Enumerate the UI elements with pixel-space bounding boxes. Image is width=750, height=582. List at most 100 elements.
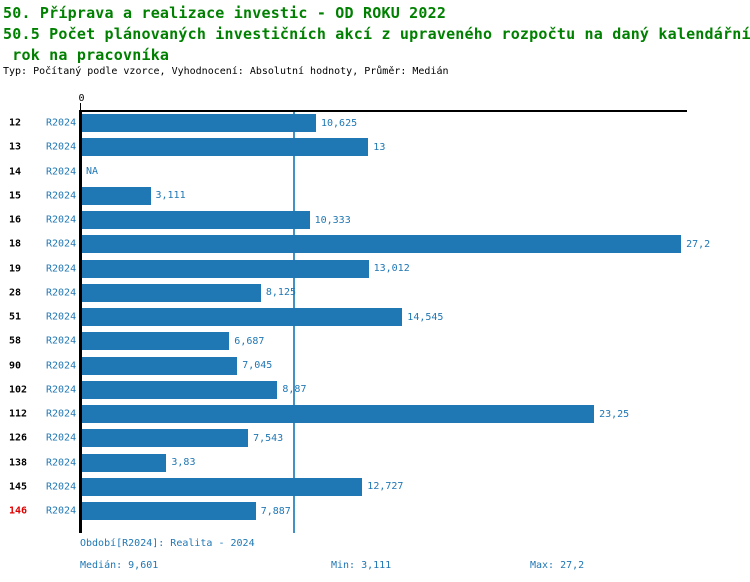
chart-row: 16 R2024 10,333 — [0, 208, 750, 232]
bar-wrap: 7,045 — [82, 354, 750, 378]
row-series-label: R2024 — [46, 432, 77, 444]
bar-value-label: 12,727 — [367, 481, 404, 493]
bar-wrap: 7,887 — [82, 499, 750, 523]
bar-wrap: 23,25 — [82, 402, 750, 426]
footer-period: Období[R2024]: Realita - 2024 — [80, 538, 255, 549]
row-series-label: R2024 — [46, 117, 77, 129]
bar-wrap: NA — [82, 160, 750, 184]
row-category-label: 15 — [9, 190, 22, 202]
chart-row: 18 R2024 27,2 — [0, 232, 750, 256]
value-bar — [82, 405, 595, 424]
bar-wrap: 3,83 — [82, 451, 750, 475]
row-series-label: R2024 — [46, 287, 77, 299]
value-bar — [82, 380, 278, 399]
value-bar — [82, 308, 403, 327]
row-category-label: 16 — [9, 214, 22, 226]
chart-row: 28 R2024 8,125 — [0, 281, 750, 305]
footer-min: Min: 3,111 — [331, 560, 392, 571]
row-series-label: R2024 — [46, 457, 77, 469]
chart-row: 138 R2024 3,83 — [0, 451, 750, 475]
row-series-label: R2024 — [46, 190, 77, 202]
chart-row: 51 R2024 14,545 — [0, 305, 750, 329]
row-series-label: R2024 — [46, 166, 77, 178]
value-bar — [82, 453, 167, 472]
bar-wrap: 6,687 — [82, 329, 750, 353]
row-series-label: R2024 — [46, 384, 77, 396]
row-series-label: R2024 — [46, 481, 77, 493]
value-bar — [82, 114, 316, 133]
value-bar — [82, 283, 261, 302]
chart-rows: 12 R2024 10,625 13 R2024 13 14 R2024 NA 15 R2024 3,… — [0, 111, 750, 523]
bar-value-label: 13,012 — [373, 263, 410, 275]
row-category-label: 90 — [9, 360, 22, 372]
y-axis-line — [79, 112, 82, 533]
value-bar — [82, 211, 310, 230]
x-axis-line — [79, 110, 687, 112]
value-bar — [82, 186, 151, 205]
chart-row: 146 R2024 7,887 — [0, 499, 750, 523]
na-value-label: NA — [86, 166, 99, 178]
row-category-label: 14 — [9, 166, 22, 178]
chart-subtitle: Typ: Počítaný podle vzorce, Vyhodnocení:… — [3, 66, 449, 77]
row-series-label: R2024 — [46, 263, 77, 275]
row-category-label: 138 — [9, 457, 28, 469]
footer-median: Medián: 9,601 — [80, 560, 159, 571]
bar-value-label: 7,543 — [253, 432, 284, 444]
row-series-label: R2024 — [46, 505, 77, 517]
chart-row: 13 R2024 13 — [0, 135, 750, 159]
value-bar — [82, 477, 363, 496]
bar-value-label: 7,045 — [242, 360, 273, 372]
value-bar — [82, 429, 249, 448]
row-category-label: 112 — [9, 408, 28, 420]
bar-wrap: 10,625 — [82, 111, 750, 135]
bar-value-label: 23,25 — [599, 408, 630, 420]
row-series-label: R2024 — [46, 141, 77, 153]
value-bar — [82, 138, 369, 157]
row-category-label: 146 — [9, 505, 28, 517]
row-category-label: 18 — [9, 238, 22, 250]
bar-value-label: 3,83 — [171, 457, 196, 469]
x-axis-zero-tick-label: 0 — [78, 93, 85, 104]
row-category-label: 51 — [9, 311, 22, 323]
bar-value-label: 27,2 — [686, 238, 711, 250]
row-series-label: R2024 — [46, 214, 77, 226]
bar-value-label: 10,333 — [314, 214, 351, 226]
value-bar — [82, 356, 238, 375]
bar-value-label: 13 — [373, 141, 386, 153]
footer-max: Max: 27,2 — [530, 560, 585, 571]
row-category-label: 13 — [9, 141, 22, 153]
row-category-label: 145 — [9, 481, 28, 493]
bar-wrap: 27,2 — [82, 232, 750, 256]
row-category-label: 12 — [9, 117, 22, 129]
chart-row: 58 R2024 6,687 — [0, 329, 750, 353]
bar-value-label: 7,887 — [260, 505, 291, 517]
row-series-label: R2024 — [46, 408, 77, 420]
page-title-line2: 50.5 Počet plánovaných investičních akcí… — [3, 25, 750, 43]
bar-wrap: 14,545 — [82, 305, 750, 329]
bar-value-label: 14,545 — [407, 311, 444, 323]
row-category-label: 126 — [9, 432, 28, 444]
row-category-label: 19 — [9, 263, 22, 275]
bar-wrap: 13 — [82, 135, 750, 159]
bar-value-label: 10,625 — [321, 117, 358, 129]
chart-row: 102 R2024 8,87 — [0, 378, 750, 402]
bar-wrap: 8,125 — [82, 281, 750, 305]
bar-wrap: 3,111 — [82, 184, 750, 208]
bar-wrap: 7,543 — [82, 426, 750, 450]
row-series-label: R2024 — [46, 311, 77, 323]
bar-value-label: 6,687 — [234, 335, 265, 347]
row-category-label: 102 — [9, 384, 28, 396]
chart-row: 145 R2024 12,727 — [0, 475, 750, 499]
chart-row: 112 R2024 23,25 — [0, 402, 750, 426]
chart-row: 14 R2024 NA — [0, 160, 750, 184]
row-category-label: 28 — [9, 287, 22, 299]
chart-row: 12 R2024 10,625 — [0, 111, 750, 135]
value-bar — [82, 332, 230, 351]
value-bar — [82, 502, 256, 521]
bar-wrap: 10,333 — [82, 208, 750, 232]
value-bar — [82, 235, 682, 254]
value-bar — [82, 259, 369, 278]
bar-wrap: 13,012 — [82, 257, 750, 281]
row-category-label: 58 — [9, 335, 22, 347]
